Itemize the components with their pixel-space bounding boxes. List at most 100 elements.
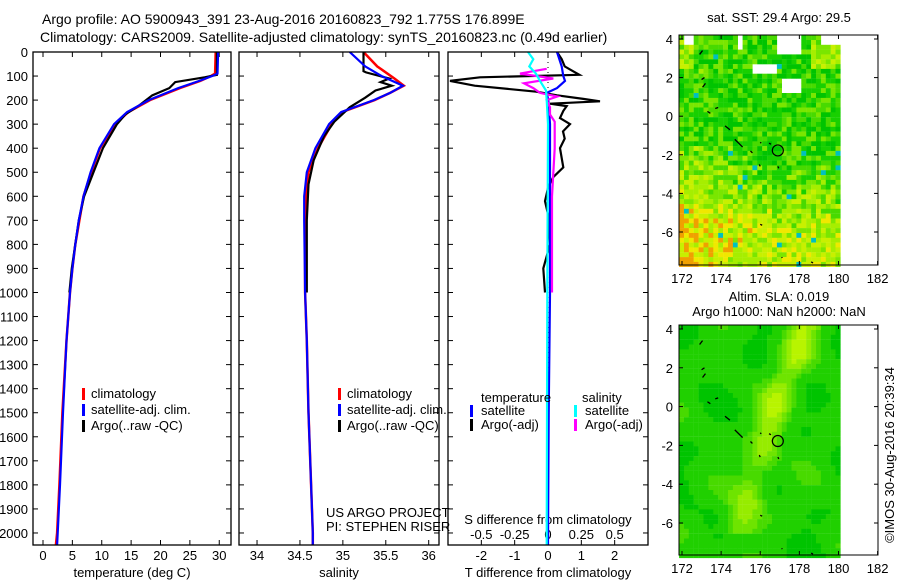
map-cell (772, 509, 778, 515)
map-cell (786, 475, 792, 481)
map-cell (816, 146, 822, 152)
map-cell (791, 422, 797, 428)
map-cell (747, 378, 753, 384)
map-cell (811, 533, 817, 539)
map-cell (747, 126, 753, 132)
map-cell (747, 349, 753, 355)
map-cell (698, 538, 704, 544)
map-cell (684, 218, 690, 224)
y-tick-label: 300 (6, 117, 28, 132)
map-cell (757, 519, 763, 525)
map-cell (728, 368, 734, 374)
map-cell (825, 480, 831, 486)
map-cell (796, 533, 802, 539)
map-cell (786, 155, 792, 161)
map-cell (796, 480, 802, 486)
map-cell (820, 480, 826, 486)
map-cell (747, 40, 753, 45)
map-cell (776, 247, 782, 253)
map-cell (762, 441, 768, 447)
map-cell (835, 64, 841, 70)
map-cell (781, 359, 787, 365)
map-cell (742, 97, 748, 103)
map-cell (698, 233, 704, 238)
coastline (750, 441, 753, 444)
map-cell (728, 59, 734, 65)
map-cell (713, 456, 719, 462)
map-cell (820, 519, 826, 525)
map-cell (732, 233, 738, 238)
map-cell (708, 257, 714, 263)
map-cell (801, 494, 807, 500)
map-cell (816, 165, 822, 171)
map-cell (781, 402, 787, 408)
map-cell (688, 538, 694, 544)
map-cell (688, 189, 694, 195)
map-cell (776, 204, 782, 209)
map-cell (679, 533, 685, 539)
map-cell (791, 427, 797, 432)
map-cell (816, 368, 822, 374)
legend-label: satellite (585, 403, 629, 418)
map-cell (820, 373, 826, 379)
map-cell (762, 412, 768, 418)
map-cell (728, 122, 734, 127)
map-cell (747, 68, 753, 74)
map-cell (776, 368, 782, 374)
y-tick-label: 800 (6, 237, 28, 252)
map-cell (747, 334, 753, 340)
map-cell (718, 334, 724, 340)
map-cell (796, 131, 802, 137)
map-cell (772, 538, 778, 544)
map-cell (825, 44, 831, 50)
map-cell (703, 146, 709, 152)
map-cell (752, 242, 758, 248)
map-cell (723, 257, 729, 263)
map-cell (776, 475, 782, 481)
map-cell (708, 126, 714, 132)
map-cell (772, 475, 778, 481)
map-cell (742, 78, 748, 84)
map-cell (772, 102, 778, 108)
y-tick-label: 1400 (0, 382, 28, 397)
map-cell (703, 131, 709, 137)
map-cell (816, 417, 822, 423)
map-cell (737, 155, 743, 161)
map-cell (713, 354, 719, 360)
map-cell (723, 223, 729, 229)
map-cell (742, 412, 748, 418)
map-cell (742, 485, 748, 491)
map-cell (772, 422, 778, 428)
map-cell (820, 412, 826, 418)
map-cell (742, 504, 748, 510)
y-tick-label: 1500 (0, 406, 28, 421)
map-cell (811, 102, 817, 108)
map-cell (688, 59, 694, 65)
map-cell (820, 170, 826, 176)
map-cell (791, 543, 797, 549)
map-cell (830, 204, 836, 209)
map-cell (806, 465, 812, 471)
map-cell (791, 189, 797, 195)
map-cell (718, 499, 724, 505)
map-cell (752, 252, 758, 258)
map-cell (835, 330, 841, 335)
map-cell (762, 490, 768, 495)
map-cell (816, 431, 822, 437)
legend-swatch (338, 388, 341, 400)
map-cell (816, 470, 822, 476)
map-cell (772, 519, 778, 525)
map-cell (796, 499, 802, 505)
map-cell (835, 112, 841, 118)
map-cell (796, 354, 802, 360)
map-cell (728, 553, 734, 559)
map-cell (732, 88, 738, 94)
map-cell (786, 64, 792, 70)
map-cell (732, 160, 738, 166)
map-cell (767, 553, 773, 559)
map-cell (791, 538, 797, 544)
map-cell (703, 475, 709, 481)
map-cell (757, 122, 763, 127)
map-cell (781, 325, 787, 331)
map-cell (679, 44, 685, 50)
